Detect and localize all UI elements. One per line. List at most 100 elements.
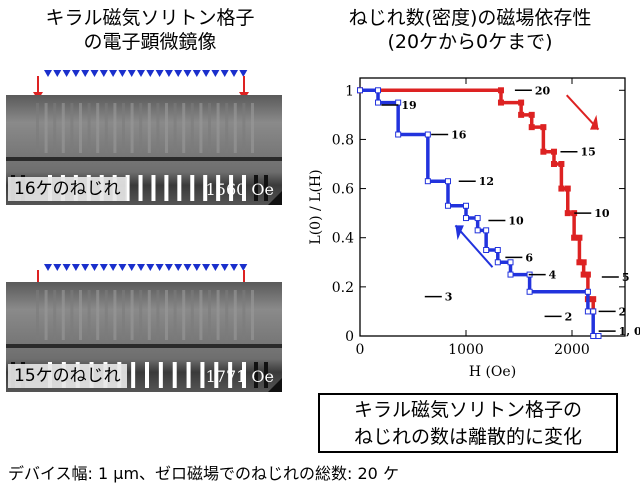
data-point [590, 333, 597, 339]
kink-bar [172, 362, 177, 388]
data-point [483, 227, 490, 234]
data-point [526, 288, 533, 295]
triangle-marker-icon [99, 264, 108, 271]
y-tick-label: 0.6 [332, 182, 354, 198]
data-point [528, 111, 535, 118]
left-title-line2: の電子顕微鏡像 [83, 31, 217, 53]
kink-count-label: 12 [479, 175, 494, 188]
data-point [518, 111, 525, 118]
triangle-marker-icon [137, 70, 145, 77]
kink-count-label: 4 [549, 269, 557, 282]
data-point [497, 87, 504, 94]
tem-image-15-kinks: 15ケのねじれ 1771 Oe [6, 282, 282, 392]
side-bar [264, 362, 268, 388]
data-point [571, 234, 578, 241]
data-point [528, 124, 535, 131]
kink-bar [131, 362, 136, 388]
kink-bar [177, 175, 182, 201]
data-point [540, 148, 547, 155]
triangle-marker-icon [146, 264, 155, 271]
triangle-marker-icon [90, 264, 99, 271]
data-point [584, 308, 591, 315]
triangle-marker-icon [109, 70, 118, 77]
triangle-marker-icon [71, 264, 80, 271]
data-point [483, 247, 490, 253]
data-point [507, 259, 514, 266]
triangle-marker-icon [211, 264, 220, 271]
arrow-head-icon [455, 225, 464, 241]
marker-row-top [33, 70, 249, 100]
tem-image-16-kinks: 16ケのねじれ 1560 Oe [6, 95, 282, 205]
kink-chart: 0 1000 2000 0 0.2 0.4 0.6 0.8 1 H (Oe) L(0) / L(H)… [308, 77, 640, 380]
kink-bar [125, 175, 130, 201]
summary-line2: ねじれの数は離散的に変化 [353, 426, 582, 448]
data-point [375, 99, 382, 106]
data-point [564, 185, 571, 192]
data-point [590, 308, 597, 315]
triangle-marker-icon [211, 70, 220, 77]
triangle-marker-icon [127, 70, 136, 77]
kink-bar [216, 175, 221, 201]
triangle-marker-icon [155, 264, 164, 271]
y-tick-label: 0.4 [332, 231, 354, 247]
summary-line1: キラル磁気ソリトン格子の [353, 399, 582, 421]
kink-bar [242, 175, 246, 201]
triangle-marker-icon [146, 70, 155, 77]
y-tick-label: 0.8 [332, 132, 354, 148]
data-point [357, 87, 363, 94]
data-point [474, 215, 481, 222]
triangle-marker-icon [137, 264, 145, 271]
data-point [444, 202, 451, 209]
kink-bar [229, 175, 234, 201]
footer-caption: デバイス幅: 1 μm、ゼロ磁場でのねじれの総数: 20 ケ [8, 464, 399, 483]
triangle-marker-icon [239, 264, 248, 271]
x-tick-label: 2000 [554, 342, 590, 358]
data-point [584, 288, 591, 295]
triangle-marker-icon [202, 264, 211, 271]
kink-bar [186, 362, 191, 388]
right-title: ねじれ数(密度)の磁場依存性 (20ケから0ケまで) [300, 6, 640, 54]
triangle-marker-icon [53, 70, 62, 77]
triangle-marker-icon [155, 70, 164, 77]
data-point [494, 247, 501, 253]
data-point [564, 210, 571, 217]
data-point [550, 148, 557, 155]
triangle-marker-icon [230, 264, 238, 271]
triangle-marker-icon [118, 70, 127, 77]
series-increasing [360, 88, 595, 312]
kink-bar [158, 362, 163, 388]
x-tick-label: 1000 [448, 342, 484, 358]
triangle-marker-icon [183, 70, 192, 77]
kink-bar [203, 175, 208, 201]
triangle-marker-icon [174, 264, 183, 271]
data-point [590, 296, 597, 303]
triangle-marker-icon [192, 70, 201, 77]
kink-bar [164, 175, 169, 201]
triangle-marker-icon [81, 264, 90, 271]
data-point [463, 202, 469, 209]
triangle-marker-icon [164, 70, 173, 77]
plot-frame [359, 77, 626, 337]
triangle-marker-icon [192, 264, 201, 271]
data-point [558, 185, 565, 192]
kink-count-label: 10 [508, 215, 524, 228]
kink-count-label: 3 [445, 291, 453, 304]
kink-count-label: 2 [565, 310, 573, 323]
data-point [424, 178, 431, 185]
y-axis-label: L(0) / L(H) [308, 169, 324, 244]
data-point [518, 99, 525, 106]
right-title-line1: ねじれ数(密度)の磁場依存性 [348, 7, 592, 29]
tem-field-bottom: 1771 Oe [205, 367, 274, 386]
data-point [550, 161, 557, 167]
triangle-marker-icon [174, 70, 183, 77]
arrow-head-icon [590, 114, 599, 130]
kink-count-label: 2 [619, 305, 627, 318]
triangle-marker-icon [109, 264, 118, 271]
triangle-marker-icon [164, 264, 173, 271]
tem-label-top: 16ケのねじれ [8, 177, 127, 201]
kink-count-label: 16 [451, 129, 467, 142]
arrow-decreasing [454, 224, 494, 268]
data-point [558, 161, 565, 167]
data-point [444, 178, 451, 185]
y-tick-label: 1 [345, 83, 354, 99]
